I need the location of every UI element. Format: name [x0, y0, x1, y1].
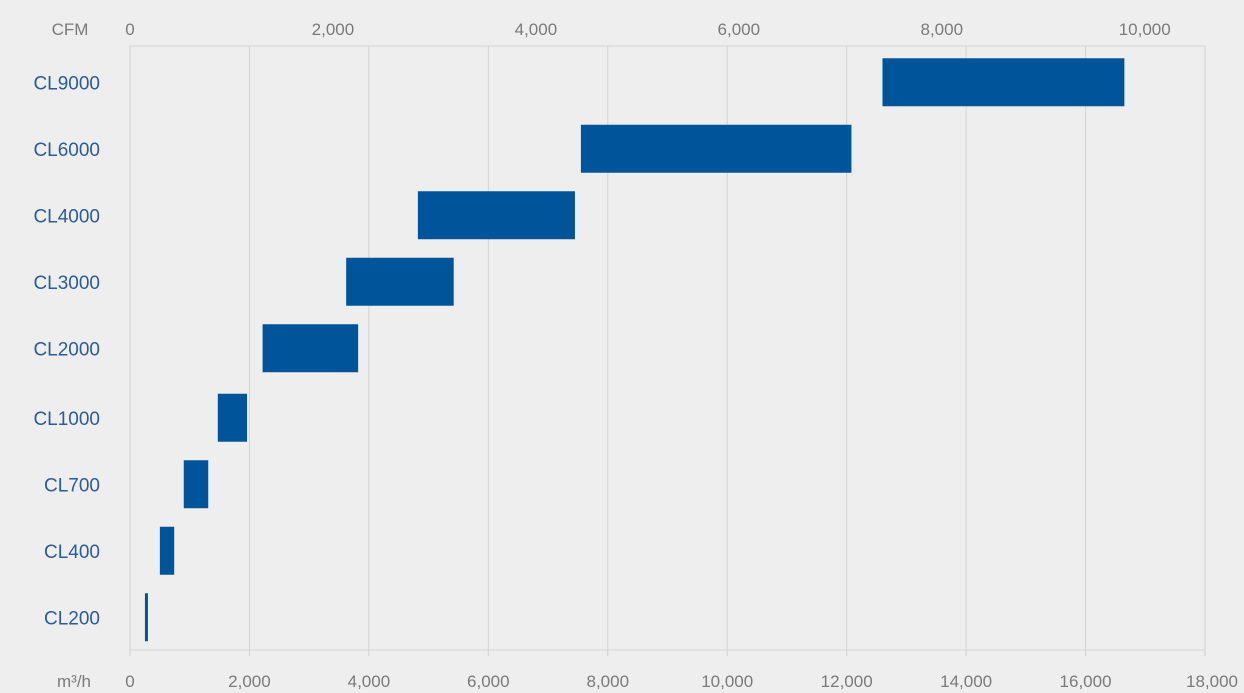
bottom-tick-label: 18,000 [1186, 672, 1238, 691]
bottom-tick-label: 6,000 [467, 672, 510, 691]
bottom-tick-label: 10,000 [701, 672, 753, 691]
category-label: CL3000 [33, 273, 100, 294]
bars [144, 58, 1125, 642]
bar-cl4000 [417, 191, 575, 240]
top-tick-label: 0 [125, 20, 134, 39]
bottom-tick-label: 2,000 [228, 672, 271, 691]
bottom-tick-label: 4,000 [348, 672, 391, 691]
top-tick-label: 4,000 [515, 20, 558, 39]
bar-cl9000 [882, 58, 1125, 107]
top-axis-unit-label: CFM [52, 20, 89, 39]
category-label: CL400 [44, 542, 100, 563]
top-tick-label: 2,000 [312, 20, 355, 39]
bar-cl6000 [580, 124, 852, 173]
bar-cl700 [183, 460, 209, 509]
category-label: CL4000 [33, 206, 100, 227]
category-label: CL9000 [33, 73, 100, 94]
top-tick-label: 10,000 [1119, 20, 1171, 39]
top-tick-label: 6,000 [718, 20, 761, 39]
category-label: CL700 [44, 475, 100, 496]
bottom-tick-label: 0 [125, 672, 134, 691]
bottom-axis-unit-label: m³/h [57, 672, 91, 691]
bottom-axis-ticks: 0 2,000 4,000 6,000 8,000 10,000 12,000 14,000 1… [125, 650, 1238, 691]
bottom-tick-label: 8,000 [587, 672, 630, 691]
bottom-tick-label: 16,000 [1060, 672, 1112, 691]
category-label: CL200 [44, 608, 100, 629]
top-axis-ticks: 0 2,000 4,000 6,000 8,000 10,000 [125, 20, 1170, 39]
bar-cl2000 [262, 324, 359, 373]
bar-cl400 [159, 526, 175, 575]
bar-cl3000 [346, 257, 454, 306]
bar-cl1000 [217, 393, 248, 442]
top-tick-label: 8,000 [921, 20, 964, 39]
bottom-tick-label: 14,000 [940, 672, 992, 691]
bar-cl200 [144, 593, 148, 642]
bottom-tick-label: 12,000 [821, 672, 873, 691]
category-labels: CL9000 CL6000 CL4000 CL3000 CL2000 CL1000 CL70… [33, 73, 100, 629]
category-label: CL2000 [33, 339, 100, 360]
category-label: CL6000 [33, 140, 100, 161]
category-label: CL1000 [33, 409, 100, 430]
